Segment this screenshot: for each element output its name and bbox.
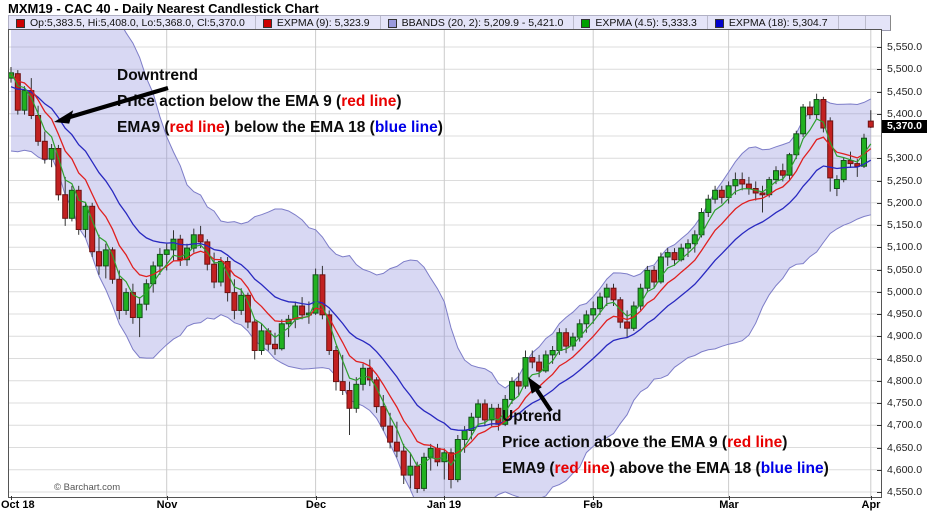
y-axis-tick: 5,200.0 <box>877 197 922 209</box>
y-axis-tick: 5,300.0 <box>877 152 922 164</box>
y-axis-tick: 4,750.0 <box>877 397 922 409</box>
legend-label: BBANDS (20, 2): 5,209.9 - 5,421.0 <box>401 17 564 29</box>
tick-mark <box>877 470 882 471</box>
x-axis-label: Mar <box>719 499 739 511</box>
x-axis-label: Dec <box>305 499 327 511</box>
annotation-line: EMA9 (red line) below the EMA 18 (blue l… <box>117 119 443 136</box>
annotation-line: Uptrend <box>502 408 562 425</box>
legend-items: Op:5,383.5, Hi:5,408.0, Lo:5,368.0, Cl:5… <box>9 16 839 30</box>
x-axis-tickmark <box>316 496 317 500</box>
last-price-label: 5,370.0 <box>882 120 927 133</box>
tick-mark <box>877 292 882 293</box>
tick-mark <box>877 225 882 226</box>
tick-mark <box>877 158 882 159</box>
tick-mark <box>877 69 882 70</box>
x-axis-tickmark <box>444 496 445 500</box>
x-axis: Oct 18 Nov Dec Jan 19 Feb Mar Apr <box>0 496 927 512</box>
legend-item-expma9: EXPMA (9): 5,323.9 <box>256 16 381 30</box>
y-axis-tick: 5,450.0 <box>877 86 922 98</box>
x-axis-label: Oct 18 <box>1 499 35 511</box>
tick-mark <box>877 47 882 48</box>
bbands-swatch-icon <box>387 18 397 28</box>
expma9-swatch-icon <box>262 18 272 28</box>
x-axis-tickmark <box>167 496 168 500</box>
x-axis-tickmark <box>593 496 594 500</box>
tick-mark <box>877 114 882 115</box>
chart-title: MXM19 - CAC 40 - Daily Nearest Candlesti… <box>8 1 319 16</box>
legend-item-ohlc: Op:5,383.5, Hi:5,408.0, Lo:5,368.0, Cl:5… <box>9 16 256 30</box>
legend-item-expma18: EXPMA (18): 5,304.7 <box>708 16 839 30</box>
uptrend-annotation: Uptrend Price action above the EMA 9 (red… <box>502 404 829 482</box>
x-axis-tickmark <box>729 496 730 500</box>
x-axis-label: Apr <box>861 499 881 511</box>
legend-label: EXPMA (4.5): 5,333.3 <box>595 17 697 29</box>
y-axis-tick: 5,000.0 <box>877 286 922 298</box>
downtrend-annotation: Downtrend Price action below the EMA 9 (r… <box>117 63 443 141</box>
legend-bar: Op:5,383.5, Hi:5,408.0, Lo:5,368.0, Cl:5… <box>8 15 891 31</box>
tick-mark <box>877 381 882 382</box>
legend-empty-cell <box>839 16 866 30</box>
ema-lines-layer <box>10 71 872 467</box>
tick-mark <box>877 359 882 360</box>
y-axis-tick: 5,550.0 <box>877 41 922 53</box>
y-axis: 5,550.0 5,500.0 5,450.0 5,400.0 5,300.0 5,250… <box>877 0 927 512</box>
annotation-line: Price action above the EMA 9 (red line) <box>502 434 788 451</box>
annotation-line: EMA9 (red line) above the EMA 18 (blue l… <box>502 460 829 477</box>
price-chart-canvas[interactable] <box>9 30 881 497</box>
legend-label: EXPMA (9): 5,323.9 <box>276 17 370 29</box>
legend-item-expma45: EXPMA (4.5): 5,333.3 <box>574 16 708 30</box>
y-axis-tick: 4,650.0 <box>877 442 922 454</box>
y-axis-tick: 4,700.0 <box>877 419 922 431</box>
expma18-swatch-icon <box>714 18 724 28</box>
x-axis-label: Feb <box>583 499 603 511</box>
tick-mark <box>877 270 882 271</box>
barchart-watermark: © Barchart.com <box>54 482 121 493</box>
tick-mark <box>877 314 882 315</box>
x-axis-tickmark <box>11 496 12 500</box>
ohlc-swatch-icon <box>16 18 25 28</box>
y-axis-tick: 4,550.0 <box>877 486 922 498</box>
y-axis-tick: 5,500.0 <box>877 63 922 75</box>
tick-mark <box>877 336 882 337</box>
y-axis-tick: 5,100.0 <box>877 241 922 253</box>
expma45-swatch-icon <box>581 18 591 28</box>
tick-mark <box>877 425 882 426</box>
x-axis-label: Jan 19 <box>426 499 462 511</box>
y-axis-tick: 4,900.0 <box>877 330 922 342</box>
tick-mark <box>877 403 882 404</box>
annotation-line: Price action below the EMA 9 (red line) <box>117 93 402 110</box>
legend-item-bbands: BBANDS (20, 2): 5,209.9 - 5,421.0 <box>381 16 575 30</box>
tick-mark <box>877 92 882 93</box>
candles-layer <box>9 67 874 493</box>
legend-label: EXPMA (18): 5,304.7 <box>728 17 828 29</box>
y-axis-tick: 4,950.0 <box>877 308 922 320</box>
y-axis-tick: 4,800.0 <box>877 375 922 387</box>
tick-mark <box>877 492 882 493</box>
y-axis-tick: 5,400.0 <box>877 108 922 120</box>
legend-label: Op:5,383.5, Hi:5,408.0, Lo:5,368.0, Cl:5… <box>30 17 245 29</box>
annotation-line: Downtrend <box>117 67 198 84</box>
y-axis-tick: 5,150.0 <box>877 219 922 231</box>
tick-mark <box>877 247 882 248</box>
tick-mark <box>877 181 882 182</box>
y-axis-tick: 4,600.0 <box>877 464 922 476</box>
y-axis-tick: 4,850.0 <box>877 353 922 365</box>
y-axis-tick: 5,250.0 <box>877 175 922 187</box>
x-axis-label: Nov <box>156 499 178 511</box>
tick-mark <box>877 448 882 449</box>
y-axis-tick: 5,050.0 <box>877 264 922 276</box>
tick-mark <box>877 203 882 204</box>
x-axis-tickmark <box>871 496 872 500</box>
